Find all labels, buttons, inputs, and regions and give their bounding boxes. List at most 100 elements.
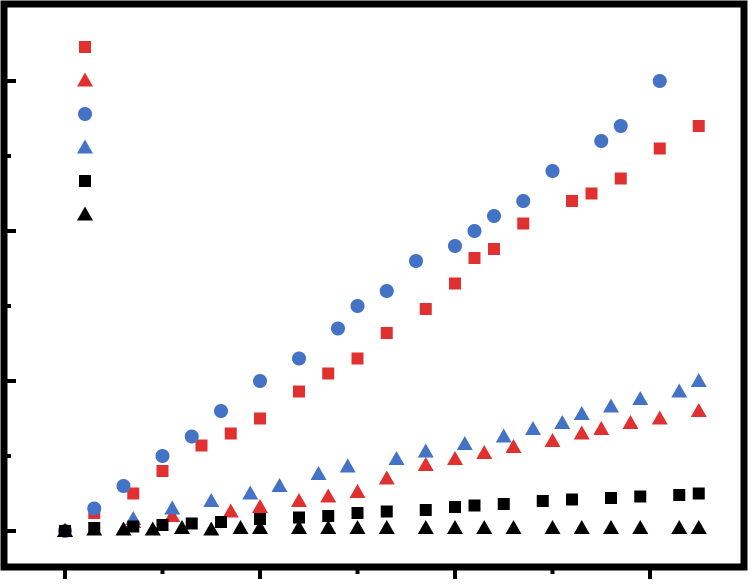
data-point-series-1 bbox=[692, 120, 705, 132]
data-point-series-4 bbox=[242, 485, 259, 500]
data-point-series-2 bbox=[349, 484, 366, 498]
data-point-series-5 bbox=[634, 490, 647, 503]
data-point-series-4 bbox=[310, 466, 327, 480]
data-point-series-6 bbox=[476, 520, 493, 534]
data-point-series-1 bbox=[653, 142, 666, 155]
data-point-series-4 bbox=[456, 436, 473, 450]
data-point-series-3 bbox=[594, 134, 609, 148]
data-point-series-4 bbox=[388, 451, 405, 465]
legend-marker-6 bbox=[77, 206, 93, 221]
data-point-series-6 bbox=[447, 520, 463, 534]
legend-marker-2 bbox=[77, 72, 93, 87]
data-point-series-6 bbox=[320, 520, 337, 534]
data-point-series-2 bbox=[320, 488, 337, 503]
data-point-series-4 bbox=[164, 500, 181, 515]
data-point-series-4 bbox=[690, 373, 707, 387]
data-point-series-4 bbox=[603, 398, 619, 413]
data-point-series-3 bbox=[184, 429, 199, 444]
data-point-series-4 bbox=[339, 458, 356, 473]
data-point-series-5 bbox=[673, 489, 686, 501]
data-point-series-1 bbox=[614, 172, 627, 185]
data-point-series-2 bbox=[222, 503, 239, 518]
data-point-series-2 bbox=[476, 445, 493, 459]
data-point-series-5 bbox=[605, 492, 617, 504]
data-point-series-6 bbox=[291, 520, 307, 534]
legend-marker-4 bbox=[77, 139, 93, 154]
data-point-series-2 bbox=[164, 508, 181, 522]
data-point-series-3 bbox=[379, 284, 394, 298]
data-point-series-2 bbox=[544, 433, 561, 447]
data-point-series-3 bbox=[331, 321, 345, 336]
data-point-series-2 bbox=[651, 410, 668, 425]
plot-frame bbox=[0, 0, 748, 571]
data-point-series-5 bbox=[468, 499, 481, 512]
data-point-series-4 bbox=[525, 421, 541, 435]
data-point-series-5 bbox=[536, 495, 549, 507]
data-point-series-3 bbox=[409, 254, 423, 268]
data-point-series-2 bbox=[690, 403, 707, 417]
data-point-series-3 bbox=[448, 239, 462, 253]
data-point-series-6 bbox=[671, 520, 688, 534]
data-point-series-6 bbox=[57, 523, 73, 537]
data-point-series-4 bbox=[203, 493, 220, 507]
data-point-series-1 bbox=[449, 277, 461, 290]
data-point-series-2 bbox=[417, 457, 434, 471]
axis-ticks bbox=[4, 79, 652, 579]
data-point-series-2 bbox=[505, 439, 522, 453]
data-point-series-5 bbox=[497, 498, 510, 510]
data-point-series-3 bbox=[292, 351, 306, 366]
data-point-series-5 bbox=[156, 519, 169, 531]
data-point-series-5 bbox=[127, 520, 140, 533]
data-point-series-5 bbox=[254, 513, 266, 525]
data-point-series-3 bbox=[214, 404, 228, 418]
data-point-series-1 bbox=[293, 385, 305, 398]
data-point-series-3 bbox=[116, 479, 131, 493]
data-point-series-1 bbox=[322, 367, 335, 380]
data-point-series-1 bbox=[517, 217, 530, 230]
data-point-series-1 bbox=[127, 487, 140, 500]
data-point-series-3 bbox=[545, 164, 560, 178]
data-point-series-3 bbox=[467, 224, 482, 238]
data-point-series-6 bbox=[174, 520, 190, 534]
data-point-series-6 bbox=[690, 520, 707, 534]
data-point-series-5 bbox=[351, 507, 364, 519]
data-point-series-5 bbox=[419, 504, 432, 516]
data-point-series-1 bbox=[419, 303, 432, 315]
data-point-series-6 bbox=[203, 521, 220, 536]
data-point-series-6 bbox=[505, 520, 522, 534]
data-point-series-5 bbox=[566, 493, 578, 506]
data-point-series-1 bbox=[585, 187, 598, 200]
data-point-series-1 bbox=[351, 352, 364, 365]
data-point-series-4 bbox=[554, 415, 571, 429]
data-point-series-2 bbox=[291, 493, 307, 507]
data-point-series-4 bbox=[671, 383, 688, 398]
data-point-series-4 bbox=[495, 428, 512, 443]
data-point-series-5 bbox=[692, 487, 705, 500]
data-point-series-2 bbox=[573, 425, 590, 440]
data-point-series-6 bbox=[378, 520, 395, 534]
legend-marker-1 bbox=[79, 41, 91, 53]
data-point-series-4 bbox=[632, 391, 649, 405]
data-point-series-1 bbox=[224, 427, 237, 440]
data-point-series-3 bbox=[487, 209, 501, 223]
data-point-series-5 bbox=[185, 517, 198, 530]
data-point-series-6 bbox=[632, 520, 649, 534]
data-point-series-4 bbox=[271, 478, 288, 492]
data-point-series-1 bbox=[566, 195, 578, 207]
legend bbox=[77, 41, 93, 221]
data-point-series-3 bbox=[613, 119, 628, 133]
data-point-series-6 bbox=[252, 520, 268, 534]
data-point-series-6 bbox=[144, 521, 161, 536]
data-point-series-6 bbox=[603, 520, 619, 534]
data-point-series-5 bbox=[449, 501, 461, 513]
data-point-series-6 bbox=[115, 521, 132, 536]
data-point-series-3 bbox=[350, 299, 365, 313]
data-point-series-4 bbox=[573, 406, 590, 420]
data-point-series-1 bbox=[156, 465, 169, 477]
data-point-series-6 bbox=[349, 520, 366, 534]
data-point-series-1 bbox=[254, 412, 266, 425]
data-point-series-6 bbox=[573, 520, 590, 534]
data-point-series-6 bbox=[417, 520, 434, 534]
